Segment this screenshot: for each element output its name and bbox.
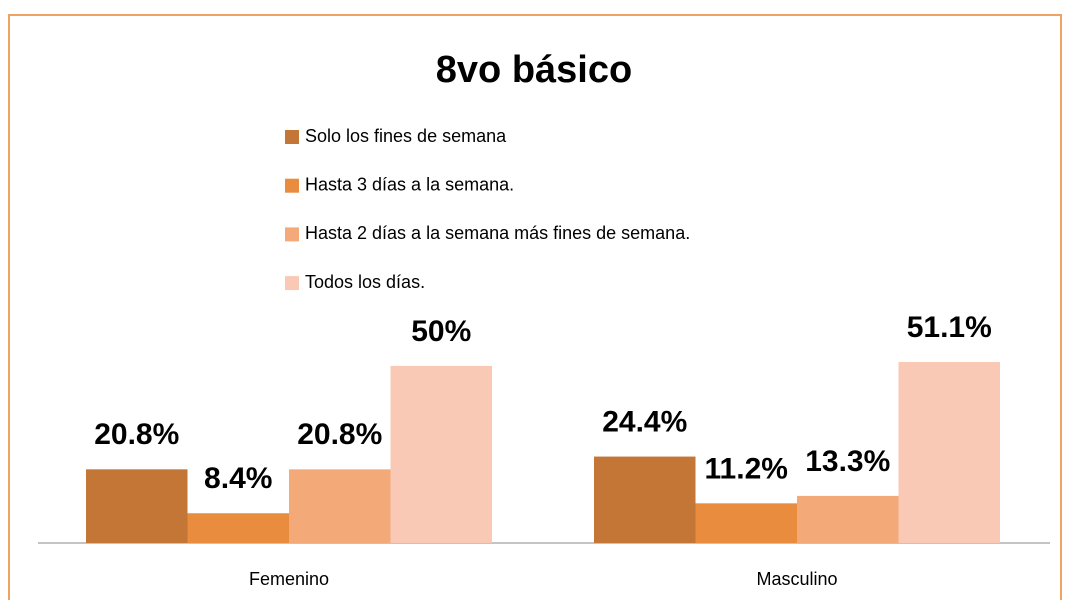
data-label: 50% — [411, 315, 471, 348]
data-label: 11.2% — [705, 452, 788, 485]
bar — [797, 495, 899, 543]
data-label: 24.4% — [602, 405, 687, 438]
legend-swatch — [285, 130, 299, 144]
legend-swatch — [285, 178, 299, 193]
legend-label: Todos los días. — [305, 272, 425, 292]
legend-label: Solo los fines de semana — [305, 126, 507, 146]
data-label: 20.8% — [297, 418, 382, 451]
bar — [594, 456, 696, 543]
data-label: 13.3% — [805, 445, 890, 478]
legend-label: Hasta 3 días a la semana. — [305, 174, 514, 194]
chart-frame — [8, 14, 1062, 600]
bar — [695, 503, 797, 543]
data-label: 8.4% — [204, 462, 272, 495]
bar — [187, 513, 289, 543]
bar — [390, 365, 492, 543]
x-tick-label: Masculino — [756, 569, 837, 589]
data-label: 51.1% — [907, 311, 992, 344]
chart-title: 8vo básico — [436, 49, 632, 91]
bar — [289, 469, 391, 543]
data-label: 20.8% — [94, 418, 179, 451]
legend-swatch — [285, 227, 299, 242]
legend-swatch — [285, 276, 299, 291]
x-tick-label: Femenino — [249, 569, 329, 589]
legend-label: Hasta 2 días a la semana más fines de se… — [305, 223, 690, 243]
bar — [898, 362, 1000, 543]
bar — [86, 469, 188, 543]
